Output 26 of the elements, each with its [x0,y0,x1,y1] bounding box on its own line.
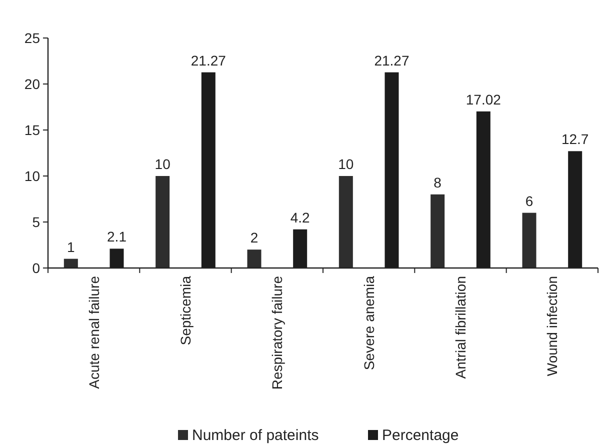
data-label: 21.27 [190,52,226,68]
y-tick-label: 20 [24,76,40,92]
legend-label: Percentage [382,427,459,444]
data-label: 2.1 [107,228,127,245]
y-tick-label: 25 [24,30,40,46]
data-label: 17.02 [466,91,502,108]
y-tick-label: 10 [24,168,40,184]
data-label: 10 [338,156,354,172]
data-label: 10 [154,156,171,172]
y-tick-label: 15 [24,122,40,138]
x-tick-label: Severe anemia [360,276,377,370]
data-label: 6 [525,192,534,209]
x-tick-label: Antrial fibrillation [452,276,468,379]
x-tick-label: Respiratory failure [269,276,286,390]
data-label: 1 [67,238,76,255]
data-label: 12.7 [561,131,589,148]
data-label: 4.2 [290,209,310,226]
y-tick-label: 5 [32,214,40,230]
x-tick-label: Septicemia [178,276,194,346]
y-tick-label: 0 [32,260,40,276]
data-label: 2 [250,230,258,246]
x-tick-label: Wound infection [544,276,560,376]
data-label: 8 [434,174,442,190]
x-tick-label: Acute renal failure [86,276,102,389]
data-label: 21.27 [374,52,410,68]
legend-label: Number of pateints [192,427,319,444]
